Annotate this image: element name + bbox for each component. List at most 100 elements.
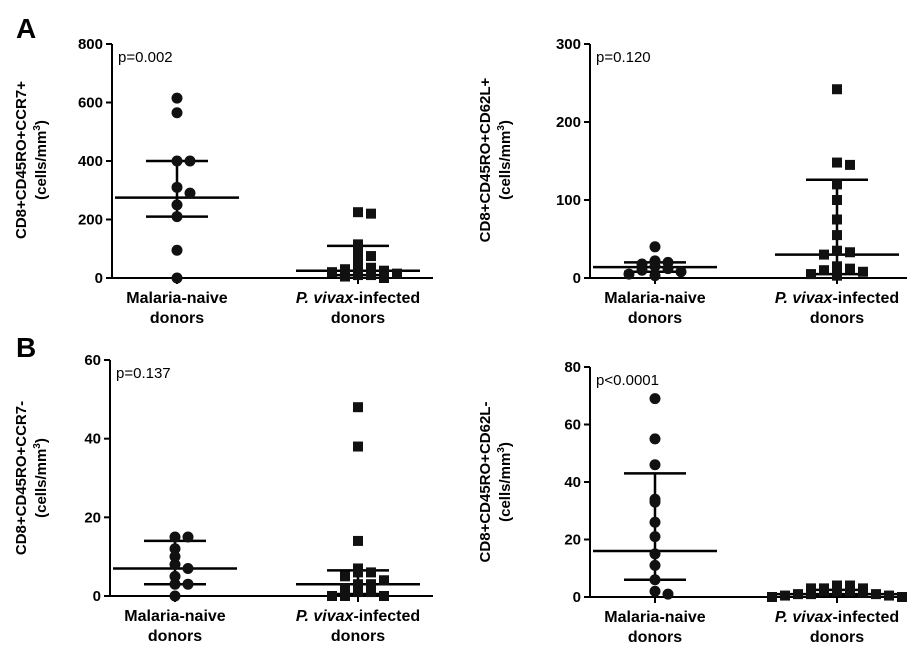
data-point-circle [623, 268, 635, 280]
category-label: Malaria-naive [126, 290, 227, 307]
y-axis-label: CD8+CD45RO+CD62L+ (cells/mm3) [477, 77, 514, 242]
data-point-circle [182, 578, 194, 590]
data-point-circle [649, 496, 661, 508]
data-point-square [366, 567, 376, 578]
data-point-circle [169, 570, 181, 582]
y-axis-label: CD8+CD45RO+CCR7+ (cells/mm3) [13, 81, 50, 239]
data-point-square [871, 589, 881, 600]
data-point-square [819, 249, 829, 260]
data-point-square [366, 270, 376, 281]
data-point-circle [649, 260, 661, 272]
data-point-square [366, 208, 376, 219]
data-point-circle [171, 211, 183, 223]
p-value: p=0.137 [116, 365, 171, 382]
data-point-circle [649, 516, 661, 528]
category-label-line2: donors [810, 629, 864, 646]
data-point-circle [182, 562, 194, 574]
data-point-circle [171, 92, 183, 104]
data-point-circle [649, 393, 661, 405]
data-point-circle [649, 559, 661, 571]
data-point-square [366, 262, 376, 273]
data-point-square [353, 535, 363, 546]
data-point-circle [662, 588, 674, 600]
data-point-circle [636, 264, 648, 276]
data-point-square [832, 261, 842, 272]
data-point-square [353, 239, 363, 250]
y-tick-label: 0 [573, 270, 581, 287]
category-label: P. vivax-infected [775, 609, 899, 626]
data-point-circle [184, 155, 196, 167]
data-point-square [327, 267, 337, 278]
data-point-square [340, 271, 350, 282]
data-point-circle [169, 551, 181, 563]
data-point-circle [649, 574, 661, 586]
data-point-square [353, 579, 363, 590]
data-point-square [832, 230, 842, 241]
category-label: P. vivax-infected [296, 608, 420, 625]
data-point-circle [171, 244, 183, 256]
data-point-square [897, 592, 907, 602]
category-label-line2: donors [148, 628, 202, 645]
data-point-circle [171, 181, 183, 193]
data-point-circle [171, 107, 183, 119]
data-point-square [366, 579, 376, 590]
data-point-square [845, 159, 855, 170]
category-label-line2: donors [331, 628, 385, 645]
data-point-square [845, 586, 855, 597]
y-tick-label: 20 [84, 509, 101, 526]
data-point-square [806, 269, 816, 280]
data-point-circle [169, 559, 181, 571]
y-tick-label: 400 [78, 153, 103, 170]
y-tick-label: 80 [564, 359, 581, 376]
data-point-square [392, 268, 402, 279]
y-tick-label: 300 [556, 36, 581, 53]
panel-label-a: A [16, 13, 36, 44]
data-point-square [858, 266, 868, 277]
data-point-square [793, 589, 803, 600]
data-point-square [858, 587, 868, 598]
panel-label-b: B [16, 332, 36, 363]
data-point-circle [649, 585, 661, 597]
y-tick-label: 800 [78, 36, 103, 53]
data-point-square [366, 251, 376, 262]
data-point-circle [662, 263, 674, 275]
data-point-circle [649, 548, 661, 560]
y-tick-label: 100 [556, 192, 581, 209]
data-point-square [353, 441, 363, 452]
data-point-square [340, 571, 350, 582]
y-tick-label: 200 [78, 212, 103, 229]
data-point-square [379, 273, 389, 283]
data-point-square [806, 589, 816, 600]
p-value: p=0.120 [596, 49, 651, 66]
data-point-square [819, 265, 829, 276]
data-point-circle [184, 187, 196, 199]
data-point-square [379, 265, 389, 276]
data-point-circle [675, 266, 687, 278]
data-point-square [832, 270, 842, 281]
data-point-circle [649, 433, 661, 445]
data-point-square [845, 263, 855, 274]
category-label: Malaria-naive [604, 290, 705, 307]
data-point-square [353, 270, 363, 281]
data-point-square [353, 402, 363, 413]
data-point-square [340, 591, 350, 601]
y-tick-label: 60 [564, 417, 581, 434]
data-point-circle [182, 531, 194, 543]
data-point-square [819, 586, 829, 597]
data-point-square [340, 583, 350, 594]
y-tick-label: 0 [95, 270, 103, 287]
y-tick-label: 0 [573, 589, 581, 606]
data-point-square [832, 179, 842, 190]
y-tick-label: 40 [564, 474, 581, 491]
y-tick-label: 200 [556, 114, 581, 131]
chart-4: 0 20 40 60 80 Malaria-naive donors P. vivax-inf… [477, 359, 907, 646]
chart-2: 0 100 200 300 Malaria-naive donors P. vivax-in… [477, 36, 907, 327]
data-point-square [379, 591, 389, 601]
data-point-square [884, 590, 894, 601]
y-tick-label: 40 [84, 431, 101, 448]
data-point-square [327, 591, 337, 601]
y-tick-label: 0 [93, 588, 101, 605]
data-point-square [806, 583, 816, 594]
data-point-square [845, 247, 855, 258]
data-point-circle [169, 531, 181, 543]
